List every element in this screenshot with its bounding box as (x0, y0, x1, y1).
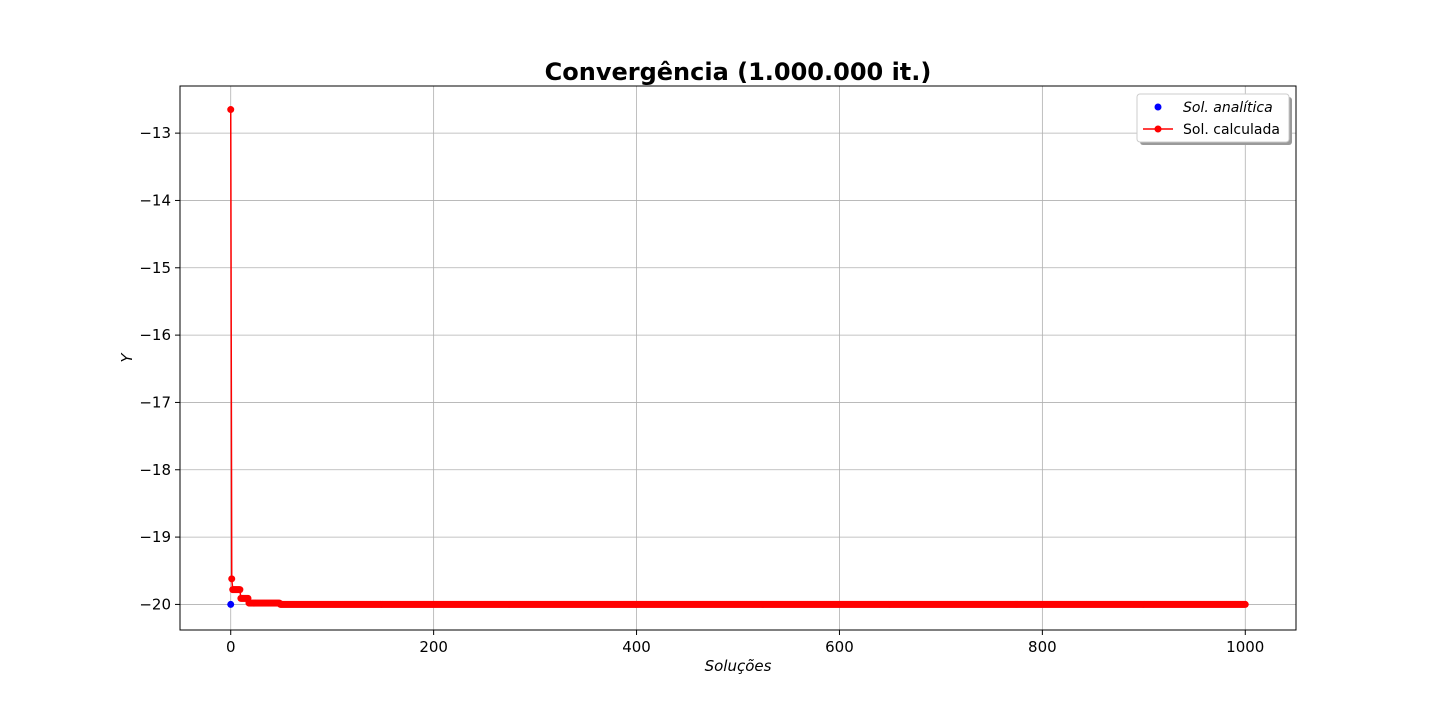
y-tick-label: −20 (139, 595, 171, 613)
y-axis-label: Y (118, 352, 136, 363)
y-tick-label: −17 (139, 393, 171, 411)
legend: Sol. analítica Sol. calculada (1136, 93, 1292, 145)
legend-box (1136, 93, 1290, 143)
x-axis-label: Soluções (705, 657, 772, 675)
y-tick-label: −15 (139, 259, 171, 277)
legend-marker-analitica (1154, 103, 1162, 111)
y-tick-label: −14 (139, 191, 171, 209)
y-tick-label: −16 (139, 326, 171, 344)
x-tick-label: 600 (825, 638, 854, 656)
chart-title: Convergência (1.000.000 it.) (545, 58, 932, 86)
x-tick-label: 200 (419, 638, 448, 656)
calculated-solution-point (236, 586, 244, 594)
analytical-solution-point (227, 600, 235, 608)
y-tick-label: −19 (139, 528, 171, 546)
calculated-solution-point (227, 106, 235, 114)
legend-marker-calculada (1154, 125, 1162, 133)
y-tick-label: −18 (139, 461, 171, 479)
plot-data (227, 106, 1249, 608)
legend-label-calculada: Sol. calculada (1183, 122, 1280, 138)
y-tick-label: −13 (139, 124, 171, 142)
x-tick-label: 0 (226, 638, 236, 656)
calculated-solution-point (228, 575, 236, 583)
axis-ticks: 0 200 400 600 800 1000 −13 −14 −15 −16 −17 −18 −19 −2… (139, 124, 1264, 656)
calculated-solution-point (1241, 600, 1249, 608)
x-tick-label: 400 (622, 638, 651, 656)
plot-frame (179, 85, 1297, 631)
legend-label-analitica: Sol. analítica (1183, 100, 1273, 116)
x-tick-label: 800 (1028, 638, 1057, 656)
x-tick-label: 1000 (1226, 638, 1264, 656)
